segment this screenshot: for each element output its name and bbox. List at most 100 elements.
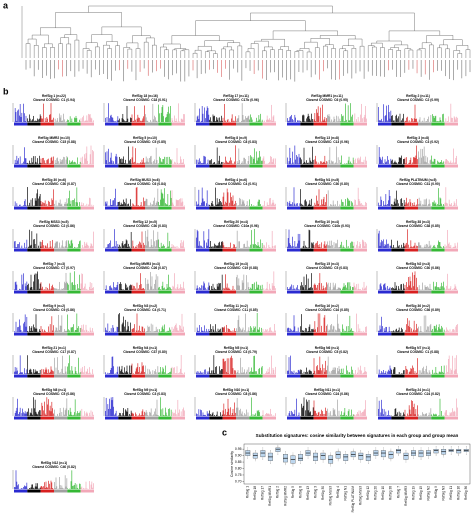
spectrum-bar [170,190,171,206]
spectrum-bar [423,413,424,416]
spectrum-bar [418,151,419,164]
spectrum-bar [202,285,204,290]
spectrum-bar [119,244,120,248]
spectrum-bar [413,118,415,122]
spectrum-bar [154,115,155,122]
spectrum-bar [321,242,322,248]
spectrum-bar [55,367,57,374]
spectrum-bar [39,288,40,290]
spectrum-bar [406,157,407,164]
context-strip [391,248,405,252]
spectrum-bar [221,274,223,290]
spectrum-bar [69,414,70,416]
spectrum-bar [448,289,450,290]
dendrogram-branch [195,20,306,36]
spectrum-bar [271,331,273,332]
spectrum-bar [225,156,226,164]
x-tick-label: RefSig 5 [291,486,295,498]
spectrum-bar [115,121,116,122]
spectrum-bar [120,413,121,416]
spectrum-bar [29,202,30,206]
box [260,450,266,458]
spectrum-bar [214,243,215,248]
spectrum-bar [226,188,228,206]
signature-closest: Closest COSMIC: C11 (0.85) [214,308,257,312]
spectrum-bar [352,202,353,206]
spectrum-bar [155,331,156,332]
context-strip [118,416,132,420]
spectrum-bar [55,289,57,290]
spectrum-bar [211,121,212,122]
dendrogram-branch [86,50,92,58]
spectrum-bar [69,243,70,248]
spectrum-bar [222,117,224,122]
spectrum-bar [343,247,345,248]
spectrum-bar [230,242,231,248]
spectrum-bar [360,331,361,332]
spectrum-bar [133,162,134,164]
spectrum-bar [123,156,124,164]
spectrum-bar [238,241,240,248]
signature-closest: Closest COSMIC: C19 (0.88) [214,266,258,270]
spectrum-bar [165,117,166,122]
spectrum-bar [339,204,341,206]
spectrum-bar [320,413,321,416]
spectrum-bar [85,243,87,248]
dendrogram-branch [247,48,255,58]
spectrum-bar [224,163,225,164]
spectrum-bar [292,202,293,206]
spectrum-bar [162,325,164,332]
spectrum-bar [302,405,304,416]
spectrum-bar [122,204,124,206]
dendrogram-branch [27,38,37,46]
spectrum-bar [114,287,115,290]
spectrum-bar [364,408,366,416]
spectrum-bar [385,371,387,374]
spectrum-bar [404,204,406,206]
spectrum-bar [327,190,329,206]
spectrum-bar [239,197,240,206]
spectrum-bar [145,162,146,164]
spectrum-bar [46,160,48,164]
spectrum-bar [115,287,117,290]
spectrum-bar [342,115,344,122]
spectrum-bar [299,233,301,248]
spectrum-bar [405,202,407,206]
spectrum-bar [216,147,218,164]
spectrum-bar [302,115,303,122]
spectrum-bar [80,368,82,374]
context-strip [353,374,367,378]
spectrum-bar [127,408,129,416]
spectrum-bar [292,162,294,164]
spectrum-bar [239,373,240,374]
spectrum-bar [221,327,223,332]
spectrum-bar [140,373,141,374]
spectrum-bar [405,329,407,332]
spectrum-bar [63,288,64,290]
spectrum-bar [197,330,199,332]
spectrum-bar [414,242,416,248]
context-strip [54,248,68,252]
spectrum-bar [92,246,93,248]
spectrum-bar [327,284,328,290]
spectrum-bar [360,156,361,164]
spectrum-bar [383,201,384,206]
spectrum-bar [81,163,83,164]
signature-title: RefSig N2 (n=3) [406,262,430,266]
spectrum-bar [30,244,32,248]
spectrum-bar [213,355,215,374]
spectrum-bar [108,244,109,248]
spectrum-bar [181,118,183,122]
spectrum-bar [150,246,151,248]
spectrum-bar [389,118,391,122]
x-tick-label: RefSig 8 [298,486,302,498]
spectrum-bar [120,415,122,416]
spectrum-bar [93,287,94,290]
spectrum-bar [398,245,400,248]
spectrum-bar [298,369,300,374]
spectrum-bar [65,330,67,332]
spectrum-bar [309,324,311,332]
spectrum-bar [438,163,440,164]
dendrogram-branch [64,34,78,41]
spectrum-bar [312,287,313,290]
